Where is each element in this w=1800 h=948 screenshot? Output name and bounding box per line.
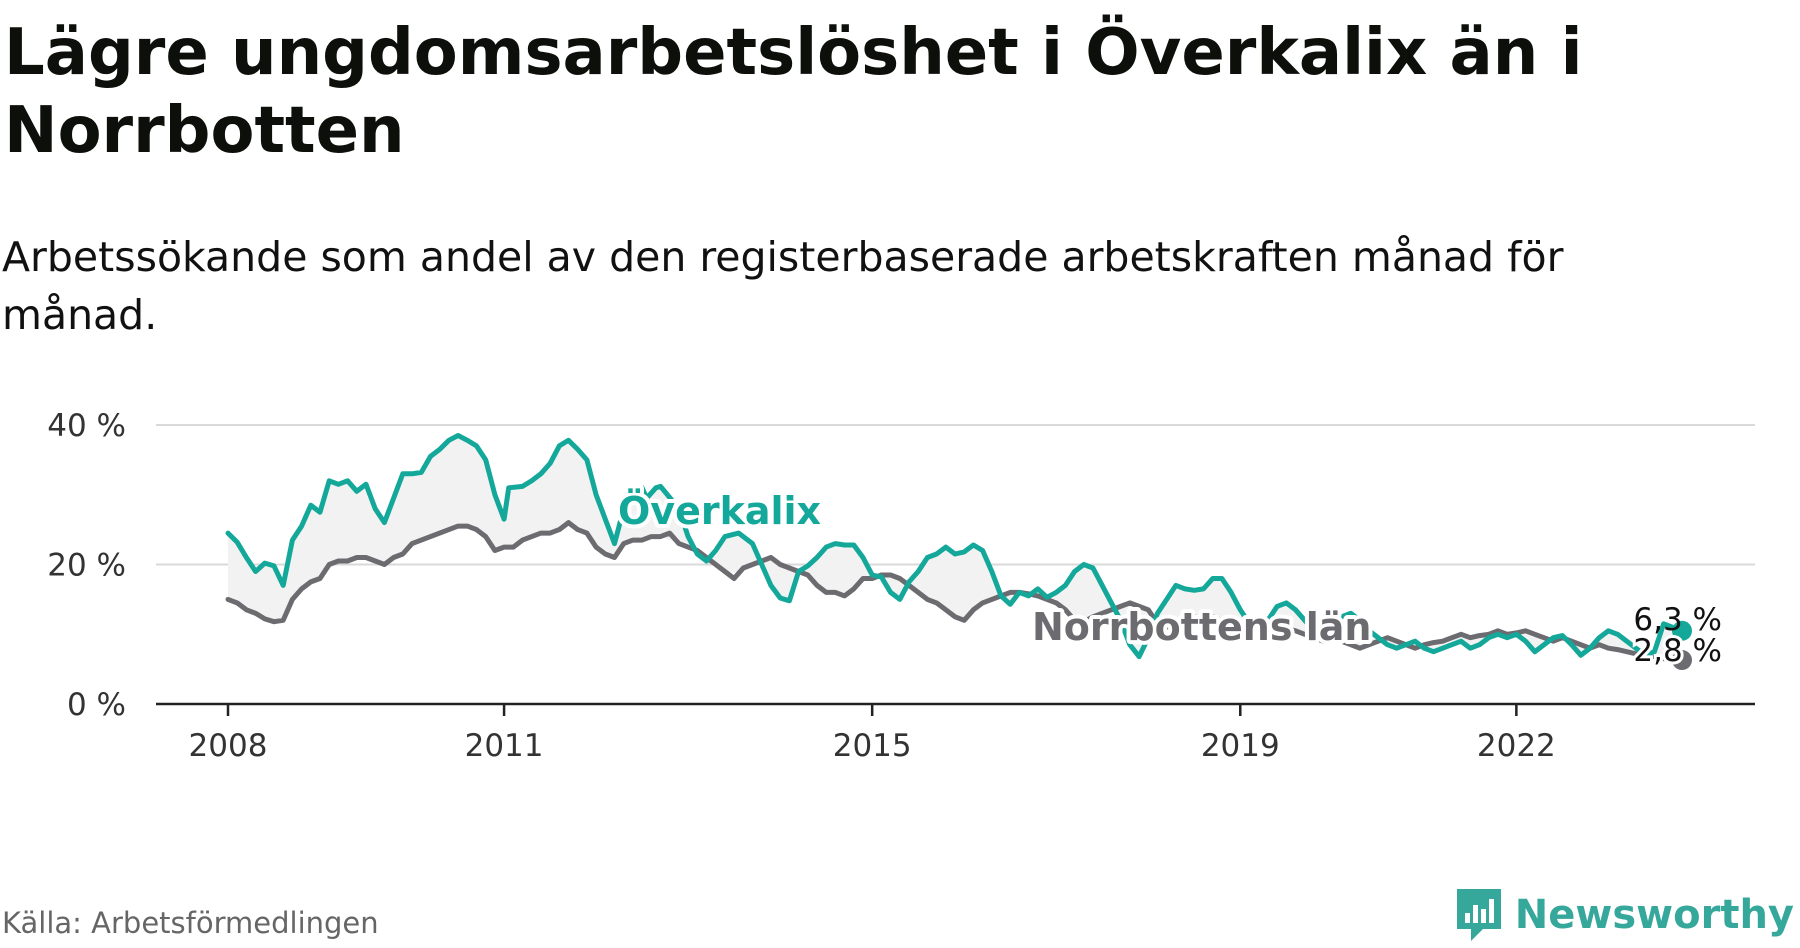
axes: 0 % 20 % 40 % 2008 2011 2015 2019 2022 [47,408,1755,764]
difference-band [228,435,1682,661]
series-lines [225,433,1685,663]
end-point-norrbotten [1672,650,1692,671]
x-tick-label: 2022 [1477,728,1556,764]
x-tick-label: 2019 [1201,728,1280,764]
end-label-overkalix: 2,8 % [1633,633,1722,669]
x-tick-label: 2011 [465,728,544,764]
line-chart: 0 % 20 % 40 % 2008 2011 2015 2019 2022 Överkali… [47,408,1755,764]
end-point-overkalix [1672,620,1692,641]
source-note: Källa: Arbetsförmedlingen [2,906,379,940]
chart-title: Lägre ungdomsarbetslöshet i Överkalix än… [4,16,1583,168]
brand-logo: Newsworthy [1453,884,1794,946]
y-tick-label: 20 % [47,548,126,584]
y-tick-label: 0 % [67,687,126,723]
x-tick-label: 2015 [833,728,912,764]
series-labels: Överkalix Norrbottens län [614,485,1375,653]
end-label-norrbotten: 6,3 % [1633,602,1722,638]
series-line-norrbotten [225,520,1685,663]
chart-subtitle: Arbetssökande som andel av den registerb… [2,233,1564,339]
brand-name: Newsworthy [1514,892,1794,938]
series-line-overkalix [225,433,1685,660]
y-tick-label: 40 % [47,408,126,444]
newsworthy-logo-icon [1456,889,1501,941]
series-label-overkalix: Överkalix [618,489,821,533]
x-tick-label: 2008 [189,728,268,764]
band-area [228,435,1682,661]
end-points: 6,3 %2,8 % [1630,602,1725,672]
series-label-norrbotten: Norrbottens län [1032,605,1371,649]
